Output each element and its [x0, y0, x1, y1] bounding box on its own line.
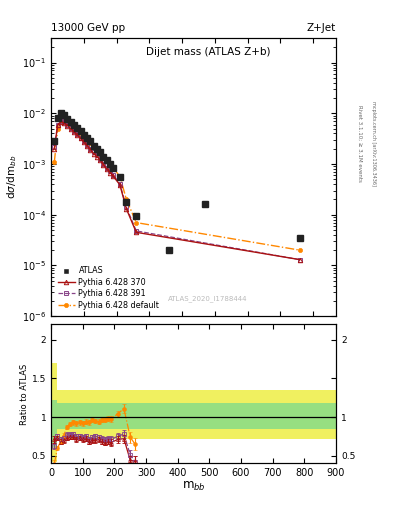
X-axis label: m$_{bb}$: m$_{bb}$	[182, 480, 206, 493]
Text: ATLAS_2020_I1788444: ATLAS_2020_I1788444	[168, 295, 248, 302]
Y-axis label: d$\sigma$/dm$_{bb}$: d$\sigma$/dm$_{bb}$	[6, 155, 19, 200]
Text: mcplots.cern.ch [arXiv:1306.3436]: mcplots.cern.ch [arXiv:1306.3436]	[371, 101, 376, 186]
Y-axis label: Ratio to ATLAS: Ratio to ATLAS	[20, 364, 29, 424]
Text: Z+Jet: Z+Jet	[307, 23, 336, 33]
Text: 13000 GeV pp: 13000 GeV pp	[51, 23, 125, 33]
Text: Dijet mass (ATLAS Z+b): Dijet mass (ATLAS Z+b)	[145, 47, 270, 57]
Legend: ATLAS, Pythia 6.428 370, Pythia 6.428 391, Pythia 6.428 default: ATLAS, Pythia 6.428 370, Pythia 6.428 39…	[55, 264, 162, 312]
Text: Rivet 3.1.10; ≥ 3.1M events: Rivet 3.1.10; ≥ 3.1M events	[357, 105, 362, 182]
